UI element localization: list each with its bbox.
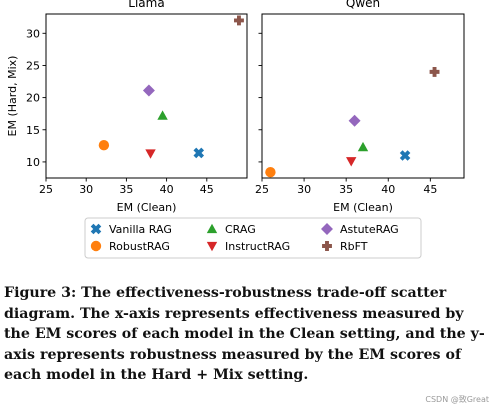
legend-label-rbft: RbFT [340,240,368,253]
legend-marker-instructrag [206,241,218,252]
panel-title: Qwen [346,0,380,10]
legend-label-vanilla-rag: Vanilla RAG [109,223,172,236]
point-astuterag [348,114,361,127]
plot-frame [45,13,248,179]
point-astuterag [142,84,155,97]
x-axis-label: EM (Clean) [117,201,177,214]
y-tick-label: 20 [26,92,40,105]
point-rbft [429,66,440,77]
x-axis-label: EM (Clean) [333,201,393,214]
point-crag [157,110,168,120]
x-tick-label: 40 [160,183,174,196]
panel-llama: Llama 25 30 35 40 45 10 15 20 25 30 EM (Clean) [26,0,248,214]
legend: Vanilla RAG RobustRAG CRAG InstructRAG Astut… [84,217,422,259]
y-tick-label: 30 [26,27,40,40]
legend-box [84,217,422,259]
x-tick-label: 30 [297,183,311,196]
point-rbft [234,15,244,26]
x-tick-label: 25 [39,183,53,196]
legend-label-crag: CRAG [225,223,256,236]
y-tick-label: 15 [26,124,40,137]
watermark: CSDN @致Great [425,395,489,404]
x-tick-label: 25 [255,183,269,196]
legend-marker-robustrag [90,240,102,252]
legend-marker-vanilla-rag [90,223,102,235]
legend-label-robustrag: RobustRAG [109,240,170,253]
legend-marker-astuterag [321,223,333,235]
x-tick-label: 30 [79,183,93,196]
point-instructrag [145,149,156,159]
point-vanilla-rag [193,147,205,159]
y-tick-label: 25 [26,59,40,72]
point-vanilla-rag [399,150,411,161]
y-tick-label: 10 [26,156,40,169]
x-tick-label: 35 [339,183,353,196]
point-crag [357,141,369,152]
point-instructrag [346,157,357,167]
x-tick-label: 45 [200,183,214,196]
figure-caption: Figure 3: The effectiveness-robustness t… [4,285,485,383]
panel-title: Llama [128,0,164,10]
point-robustrag [98,140,110,151]
x-tick-label: 35 [119,183,133,196]
x-tick-label: 45 [423,183,437,196]
point-robustrag [265,167,276,178]
panel-qwen: Qwen 25 30 35 40 45 EM (Clean) [255,0,465,214]
legend-marker-crag [206,223,218,234]
scatter-figure: Llama 25 30 35 40 45 10 15 20 25 30 EM (Clean) Qwen 2… [6,0,465,259]
legend-label-instructrag: InstructRAG [225,240,290,253]
y-axis-label: EM (Hard, Mix) [6,56,19,137]
plot-frame [261,13,465,179]
legend-marker-rbft [322,241,332,251]
legend-label-astuterag: AstuteRAG [340,223,399,236]
x-tick-label: 40 [381,183,395,196]
